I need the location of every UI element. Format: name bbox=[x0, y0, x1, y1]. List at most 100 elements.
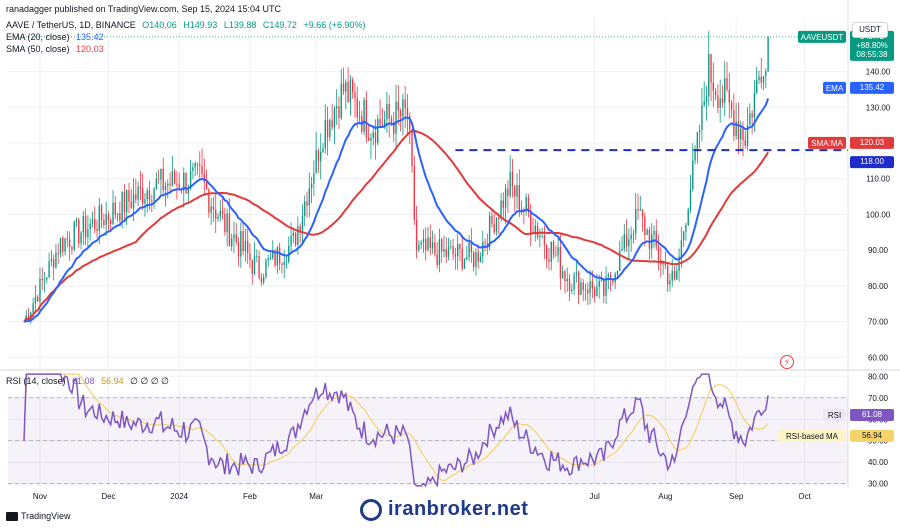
candle-body bbox=[155, 178, 158, 189]
candle-body bbox=[737, 121, 740, 140]
candle-body bbox=[240, 231, 242, 257]
candle-body bbox=[347, 82, 349, 103]
candle-body bbox=[548, 259, 550, 262]
candle-body bbox=[470, 242, 473, 253]
candle-body bbox=[46, 277, 48, 280]
tradingview-brand[interactable]: TradingView bbox=[6, 511, 71, 522]
candle-body bbox=[452, 246, 454, 255]
candle-body bbox=[171, 171, 174, 186]
chart-trend-icon bbox=[360, 498, 382, 521]
candle-body bbox=[276, 247, 279, 266]
candle-body bbox=[372, 132, 374, 138]
candle-body bbox=[701, 105, 703, 131]
candle-body bbox=[518, 185, 520, 212]
sma-legend-value: 120.03 bbox=[76, 44, 104, 54]
candle-body bbox=[297, 226, 299, 246]
candle-body bbox=[27, 315, 30, 321]
candle-body bbox=[409, 116, 411, 130]
watermark-text: iranbroker.net bbox=[388, 498, 529, 520]
candle-body bbox=[495, 217, 498, 233]
candle-body bbox=[466, 257, 468, 260]
candle-body bbox=[208, 189, 210, 213]
flash-icon[interactable]: ⚡ bbox=[780, 355, 794, 369]
candle-body bbox=[584, 289, 587, 291]
rsi-ma-legend-value: 56.94 bbox=[101, 376, 124, 386]
candle-body bbox=[434, 242, 436, 255]
candle-body bbox=[587, 289, 589, 294]
candle-body bbox=[689, 189, 692, 210]
candle-body bbox=[162, 168, 164, 191]
candle-body bbox=[676, 270, 678, 280]
time-axis: Nov Dec 2024 Feb Mar Jul Aug Sep Oct bbox=[33, 492, 812, 501]
candle-body bbox=[192, 167, 194, 171]
candle-body bbox=[507, 188, 509, 197]
currency-button[interactable]: USDT bbox=[852, 22, 888, 38]
candle-body bbox=[256, 255, 258, 257]
candle-body bbox=[331, 120, 333, 128]
candle-body bbox=[395, 101, 397, 134]
candle-body bbox=[388, 104, 390, 119]
candle-body bbox=[160, 168, 162, 180]
candle-body bbox=[349, 79, 352, 103]
candle-body bbox=[740, 128, 742, 140]
last-price-tag-box bbox=[850, 30, 894, 61]
time-tick-label: Jul bbox=[590, 492, 600, 501]
candle-body bbox=[635, 209, 637, 234]
candle-body bbox=[304, 201, 306, 216]
candle-body bbox=[315, 150, 317, 174]
ema-legend[interactable]: EMA (20, close) 135.42 bbox=[6, 32, 108, 42]
sma-tag-box bbox=[850, 136, 894, 149]
candle-body bbox=[269, 257, 272, 259]
candle-body bbox=[580, 282, 582, 295]
rsi-line bbox=[23, 373, 769, 488]
candle-body bbox=[708, 54, 710, 97]
candle-body bbox=[139, 186, 142, 189]
candle-body bbox=[283, 261, 285, 266]
candle-body bbox=[639, 209, 641, 211]
change-value: +9.66 (+6.90%) bbox=[303, 20, 366, 30]
candle-body bbox=[735, 121, 737, 136]
candle-body bbox=[666, 265, 669, 285]
candle-body bbox=[75, 219, 78, 222]
candle-body bbox=[251, 260, 253, 275]
rsi-legend-value: 61.08 bbox=[72, 376, 95, 386]
candle-body bbox=[516, 185, 518, 197]
candle-body bbox=[107, 214, 110, 220]
candle-body bbox=[365, 99, 368, 138]
candle-body bbox=[530, 212, 532, 233]
candle-body bbox=[228, 213, 231, 247]
candle-body bbox=[135, 194, 137, 200]
candle-body bbox=[655, 230, 657, 247]
candle-body bbox=[566, 278, 568, 282]
candle-body bbox=[696, 132, 699, 151]
candle-body bbox=[714, 90, 717, 96]
rsi-tick-label: 40.00 bbox=[868, 458, 889, 467]
candle-body bbox=[338, 106, 340, 119]
candle-body bbox=[78, 219, 80, 244]
candle-body bbox=[96, 229, 98, 231]
candle-body bbox=[479, 256, 482, 262]
candle-body bbox=[363, 99, 365, 132]
candle-body bbox=[648, 229, 651, 249]
candle-body bbox=[62, 237, 64, 252]
candle-body bbox=[621, 248, 623, 251]
candle-body bbox=[244, 241, 247, 252]
candle-body bbox=[646, 229, 648, 236]
candle-body bbox=[607, 274, 610, 277]
rsi-legend[interactable]: RSI (14, close) 61.08 56.94 ∅ ∅ ∅ ∅ bbox=[6, 376, 173, 387]
candle-body bbox=[504, 188, 507, 208]
candle-body bbox=[121, 191, 123, 221]
low-value: L139.88 bbox=[223, 20, 257, 30]
candle-body bbox=[187, 188, 190, 194]
candle-body bbox=[221, 210, 224, 215]
sma-legend[interactable]: SMA (50, close) 120.03 bbox=[6, 44, 108, 54]
candle-body bbox=[762, 76, 765, 83]
sma-legend-label: SMA (50, close) bbox=[6, 44, 70, 54]
time-tick-label: Sep bbox=[729, 492, 744, 501]
symbol-legend: AAVE / TetherUS, 1D, BINANCE O140.06 H14… bbox=[6, 20, 369, 30]
candle-body bbox=[623, 234, 625, 249]
candle-body bbox=[290, 235, 292, 246]
candle-body bbox=[730, 102, 733, 110]
candle-body bbox=[682, 231, 685, 241]
